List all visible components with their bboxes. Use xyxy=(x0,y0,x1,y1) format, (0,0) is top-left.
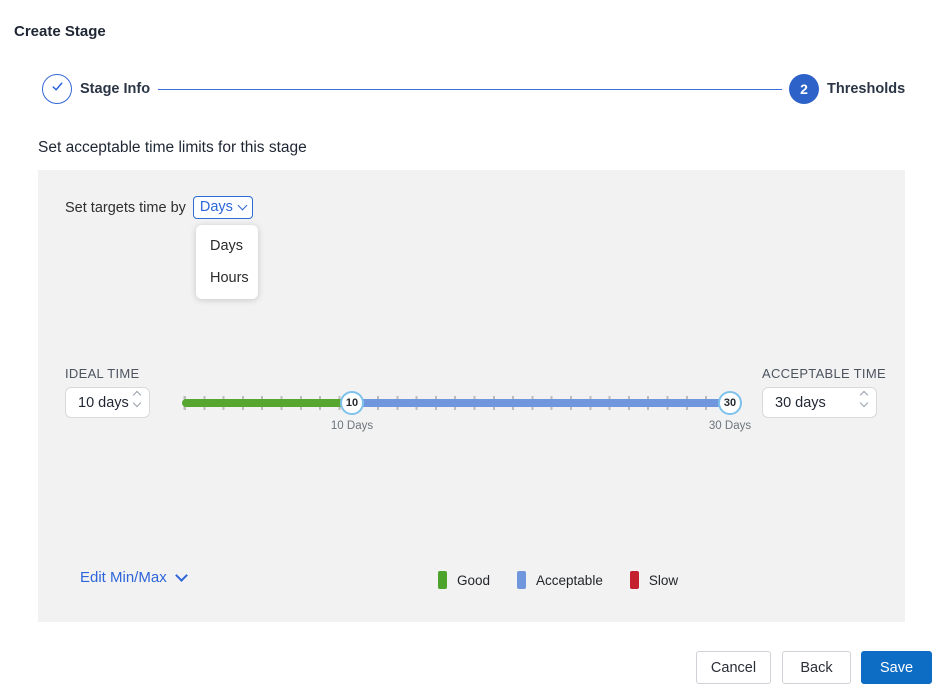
back-button[interactable]: Back xyxy=(782,651,851,684)
step-2-label: Thresholds xyxy=(827,81,906,97)
check-icon xyxy=(50,79,65,99)
ideal-time-label: IDEAL TIME xyxy=(65,366,140,381)
legend-item-good: Good xyxy=(438,571,490,589)
acceptable-time-label: ACCEPTABLE TIME xyxy=(762,366,886,381)
save-button[interactable]: Save xyxy=(861,651,932,684)
page-title: Create Stage xyxy=(14,23,106,40)
acceptable-time-input[interactable] xyxy=(763,388,876,417)
menu-item-hours[interactable]: Hours xyxy=(210,270,249,286)
slow-swatch-icon xyxy=(629,571,639,589)
slider-handle-acceptable-value: 30 xyxy=(723,397,737,409)
chevron-down-icon xyxy=(174,569,188,582)
slider-segment-good xyxy=(182,399,352,407)
menu-item-days[interactable]: Days xyxy=(210,238,244,254)
ideal-time-stepper xyxy=(132,390,142,408)
target-time-label: Set targets time by xyxy=(65,199,186,216)
legend-label: Slow xyxy=(648,572,679,588)
edit-minmax-link[interactable]: Edit Min/Max xyxy=(80,569,188,586)
ideal-time-input[interactable] xyxy=(66,388,149,417)
threshold-slider: 10 30 10 Days 30 Days xyxy=(182,389,751,435)
time-unit-menu: Days Hours xyxy=(196,225,258,299)
time-unit-value: Days xyxy=(199,199,233,215)
step-1-indicator[interactable] xyxy=(42,74,72,104)
legend-item-slow: Slow xyxy=(629,571,679,589)
legend-label: Good xyxy=(457,572,491,588)
thresholds-panel: Set targets time by Days Days Hours IDEA… xyxy=(38,170,905,622)
acceptable-swatch-icon xyxy=(517,571,527,589)
step-1-label: Stage Info xyxy=(80,81,151,97)
slider-handle-ideal[interactable]: 10 xyxy=(340,391,364,415)
slider-handle-acceptable[interactable]: 30 xyxy=(718,391,742,415)
slider-handle-ideal-value: 10 xyxy=(345,397,359,409)
good-swatch-icon xyxy=(438,571,447,589)
edit-minmax-label: Edit Min/Max xyxy=(80,569,167,586)
stepper-connector-line xyxy=(158,89,782,90)
step-2-number: 2 xyxy=(800,81,808,97)
chevron-down-icon xyxy=(237,200,248,211)
acceptable-time-field xyxy=(762,387,877,418)
target-time-row: Set targets time by Days xyxy=(65,196,253,219)
slider-handle-ideal-label: 10 Days xyxy=(330,420,374,432)
stepper-down-icon[interactable] xyxy=(132,398,142,408)
legend-label: Acceptable xyxy=(536,572,603,588)
legend-item-acceptable: Acceptable xyxy=(517,571,603,589)
step-2-indicator[interactable]: 2 xyxy=(789,74,819,104)
section-heading: Set acceptable time limits for this stag… xyxy=(38,139,307,156)
time-unit-dropdown[interactable]: Days xyxy=(192,196,253,219)
slider-track[interactable] xyxy=(182,399,742,407)
stepper-down-icon[interactable] xyxy=(859,398,869,408)
slider-legend: Good Acceptable Slow xyxy=(438,571,678,589)
slider-segment-acceptable xyxy=(352,399,742,407)
cancel-button[interactable]: Cancel xyxy=(696,651,771,684)
ideal-time-field xyxy=(65,387,150,418)
slider-handle-acceptable-label: 30 Days xyxy=(708,420,752,432)
acceptable-time-stepper xyxy=(859,390,869,408)
